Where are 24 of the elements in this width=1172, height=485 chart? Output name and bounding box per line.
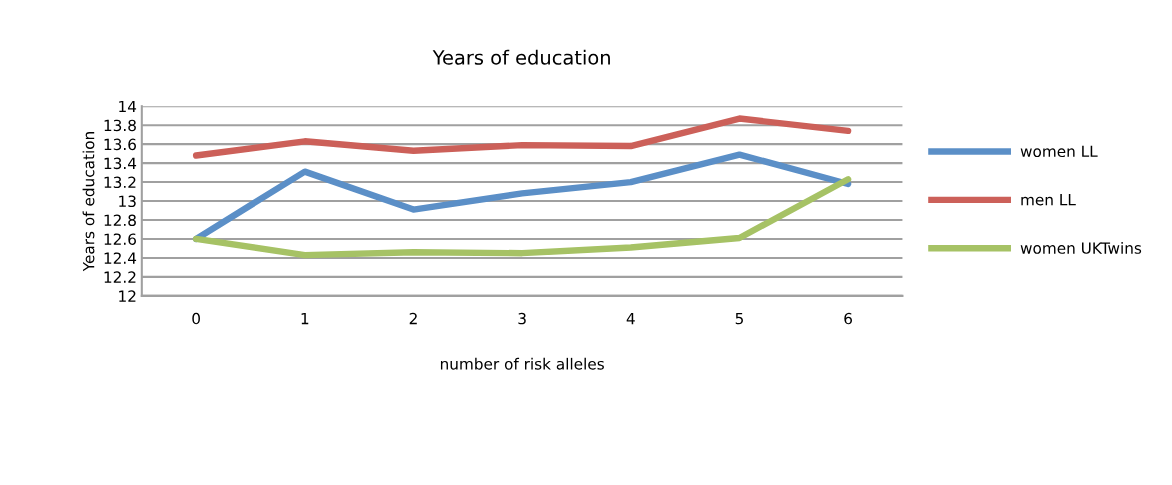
y-tick-label: 14 — [119, 100, 137, 113]
y-tick-label: 13.4 — [104, 157, 137, 170]
y-tick-label: 13.2 — [104, 176, 136, 189]
legend-label: women LL — [1020, 145, 1098, 158]
x-tick-label: 3 — [518, 312, 526, 325]
y-tick-label: 12.2 — [104, 271, 136, 283]
chart-title: Years of education — [432, 49, 610, 65]
y-axis-title: Years of education — [82, 132, 95, 272]
y-tick-label: 13.8 — [104, 119, 136, 132]
y-tick-label: 12.8 — [104, 214, 136, 227]
x-tick-label: 0 — [192, 312, 200, 325]
legend-label: women UKTwins — [1020, 242, 1142, 254]
y-tick-label: 12.6 — [104, 233, 136, 245]
x-tick-label: 1 — [301, 312, 309, 325]
y-tick-label: 13.6 — [104, 138, 136, 151]
x-tick-label: 5 — [735, 312, 743, 325]
x-axis-title: number of risk alleles — [440, 357, 604, 370]
y-tick-label: 13 — [119, 195, 136, 208]
legend-label: men LL — [1021, 194, 1076, 206]
x-tick-label: 4 — [626, 312, 635, 325]
y-tick-label: 12 — [119, 290, 136, 302]
x-tick-label: 6 — [844, 312, 853, 325]
y-tick-label: 12.4 — [104, 252, 137, 264]
x-tick-label: 2 — [409, 312, 417, 325]
